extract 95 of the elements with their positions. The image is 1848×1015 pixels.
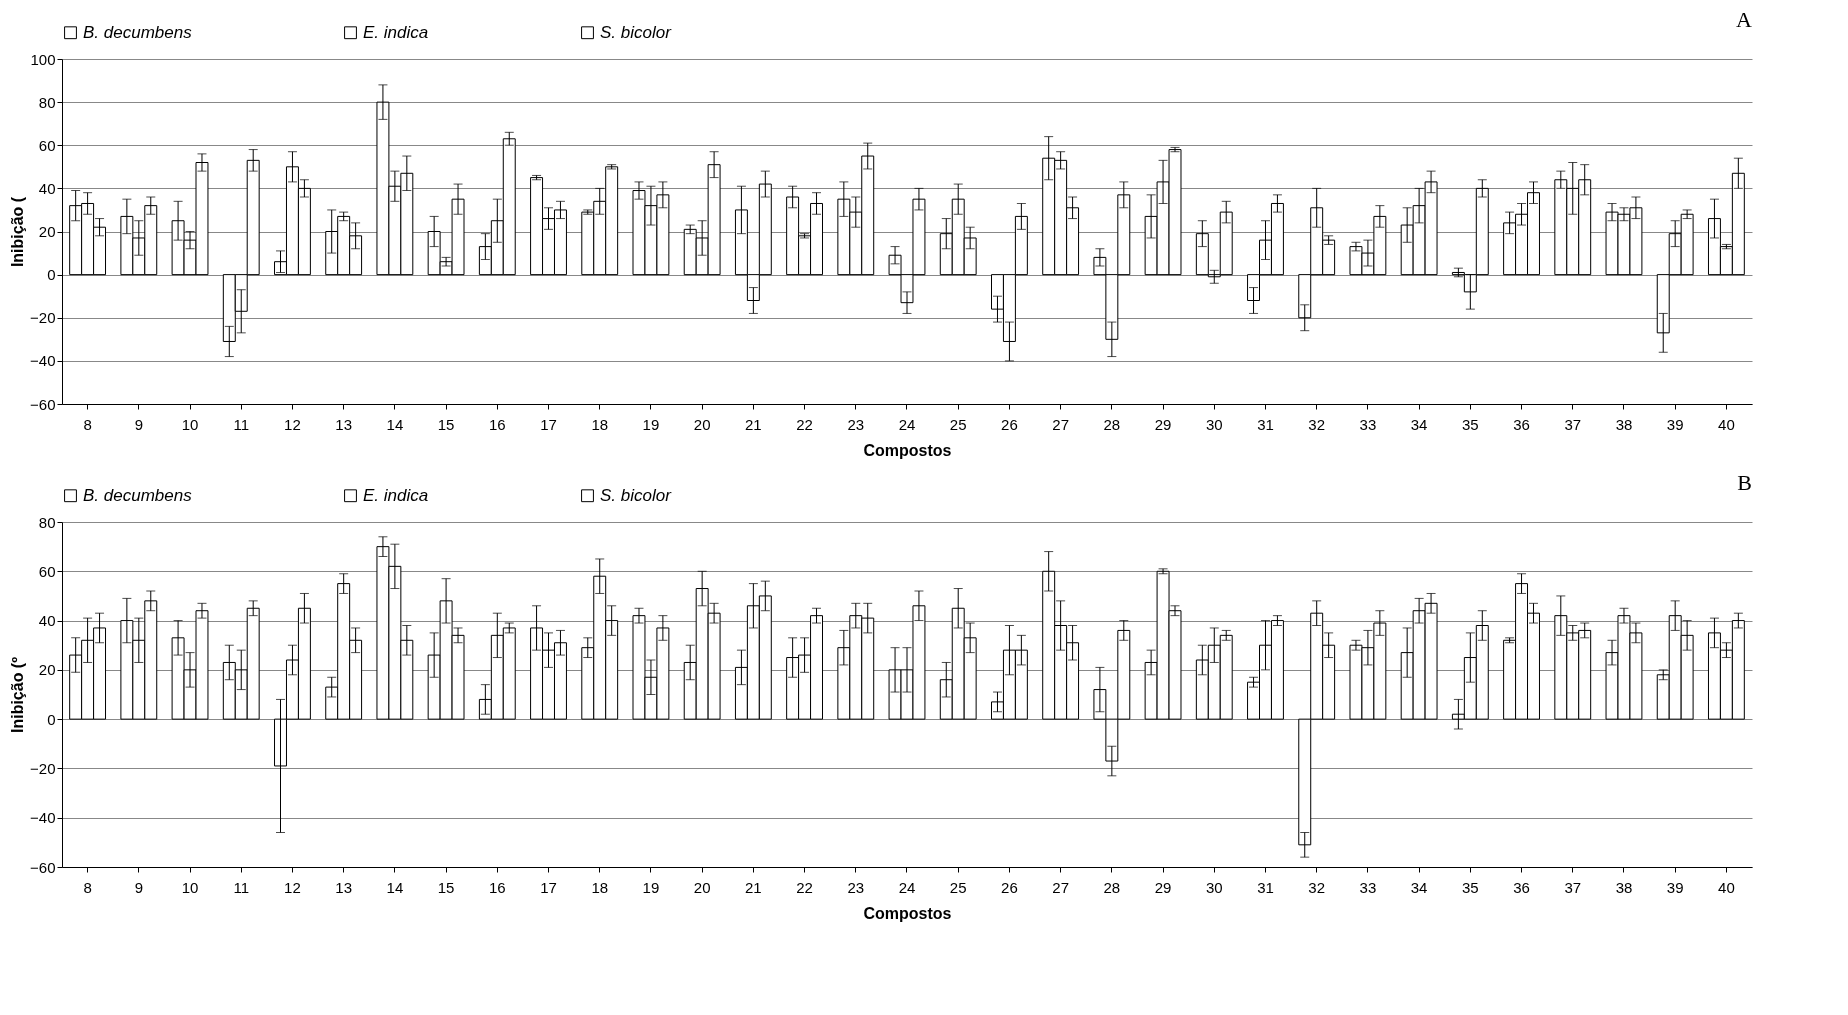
x-tick-label: 18 bbox=[591, 415, 609, 433]
y-tick-label: 0 bbox=[47, 710, 56, 728]
x-tick-label: 31 bbox=[1257, 878, 1274, 896]
x-tick-label: 25 bbox=[949, 415, 967, 433]
y-tick-label: 60 bbox=[38, 562, 56, 580]
x-tick-label: 37 bbox=[1564, 878, 1582, 896]
x-tick-label: 38 bbox=[1615, 415, 1633, 433]
y-tick-label: 20 bbox=[38, 223, 56, 240]
x-tick-label: 8 bbox=[83, 415, 92, 433]
x-tick-label: 36 bbox=[1513, 878, 1530, 896]
y-tick-label: −20 bbox=[30, 759, 56, 777]
x-tick-label: 20 bbox=[693, 415, 711, 433]
x-tick-label: 27 bbox=[1052, 415, 1069, 433]
x-tick-label: 32 bbox=[1308, 415, 1326, 433]
y-tick-label: −60 bbox=[30, 395, 56, 413]
legend-label: E. indica bbox=[363, 485, 429, 505]
y-tick-label: 20 bbox=[38, 661, 56, 679]
legend-label: S. bicolor bbox=[600, 22, 673, 42]
legend-label: B. decumbens bbox=[83, 485, 193, 505]
x-tick-label: 19 bbox=[642, 415, 660, 433]
y-tick-label: −40 bbox=[30, 809, 56, 827]
x-tick-label: 9 bbox=[134, 878, 143, 896]
x-tick-label: 28 bbox=[1103, 878, 1121, 896]
x-tick-label: 34 bbox=[1410, 878, 1428, 896]
y-tick-label: −20 bbox=[30, 309, 56, 327]
y-tick-label: 100 bbox=[30, 50, 56, 68]
x-tick-label: 15 bbox=[437, 878, 455, 896]
x-tick-label: 33 bbox=[1359, 878, 1377, 896]
x-tick-label: 18 bbox=[591, 878, 609, 896]
y-tick-label: 40 bbox=[38, 612, 56, 630]
x-tick-label: 37 bbox=[1564, 415, 1582, 433]
x-tick-label: 23 bbox=[847, 415, 865, 433]
x-tick-label: 29 bbox=[1154, 878, 1172, 896]
x-tick-label: 14 bbox=[386, 415, 404, 433]
x-tick-label: 40 bbox=[1718, 878, 1735, 896]
x-tick-label: 22 bbox=[796, 415, 813, 433]
x-tick-label: 21 bbox=[745, 415, 762, 433]
x-tick-label: 19 bbox=[642, 878, 660, 896]
x-tick-label: 25 bbox=[949, 878, 967, 896]
legend-label: E. indica bbox=[363, 22, 429, 42]
text: B bbox=[1737, 470, 1752, 495]
x-axis-title: Compostos bbox=[863, 441, 952, 459]
x-tick-label: 35 bbox=[1461, 415, 1479, 433]
x-tick-label: 13 bbox=[335, 415, 353, 433]
y-tick-label: 60 bbox=[38, 136, 56, 154]
x-tick-label: 20 bbox=[693, 878, 711, 896]
y-tick-label: 80 bbox=[38, 93, 56, 111]
x-tick-label: 39 bbox=[1666, 415, 1684, 433]
x-tick-label: 8 bbox=[83, 878, 92, 896]
x-tick-label: 22 bbox=[796, 878, 813, 896]
text: A bbox=[1736, 7, 1753, 32]
x-tick-label: 38 bbox=[1615, 878, 1633, 896]
x-tick-label: 33 bbox=[1359, 415, 1377, 433]
x-tick-label: 39 bbox=[1666, 878, 1684, 896]
y-tick-label: 0 bbox=[47, 266, 56, 284]
x-tick-label: 10 bbox=[181, 878, 199, 896]
x-tick-label: 40 bbox=[1718, 415, 1735, 433]
x-tick-label: 16 bbox=[488, 415, 506, 433]
y-tick-label: −40 bbox=[30, 352, 56, 370]
legend-label: S. bicolor bbox=[600, 485, 673, 505]
x-tick-label: 29 bbox=[1154, 415, 1172, 433]
x-tick-label: 16 bbox=[488, 878, 506, 896]
x-tick-label: 9 bbox=[134, 415, 143, 433]
x-tick-label: 35 bbox=[1461, 878, 1479, 896]
x-tick-label: 15 bbox=[437, 415, 455, 433]
x-tick-label: 12 bbox=[284, 415, 301, 433]
x-tick-label: 21 bbox=[745, 878, 762, 896]
x-tick-label: 26 bbox=[1001, 878, 1018, 896]
x-axis-title: Compostos bbox=[863, 904, 952, 922]
x-tick-label: 27 bbox=[1052, 878, 1069, 896]
x-tick-label: 13 bbox=[335, 878, 353, 896]
x-tick-label: 17 bbox=[540, 878, 557, 896]
x-tick-label: 28 bbox=[1103, 415, 1121, 433]
x-tick-label: 24 bbox=[898, 878, 916, 896]
x-tick-label: 12 bbox=[284, 878, 301, 896]
x-tick-label: 11 bbox=[233, 878, 250, 896]
x-tick-label: 10 bbox=[181, 415, 199, 433]
x-tick-label: 17 bbox=[540, 415, 557, 433]
x-tick-label: 34 bbox=[1410, 415, 1428, 433]
x-tick-label: 30 bbox=[1205, 415, 1223, 433]
x-tick-label: 14 bbox=[386, 878, 404, 896]
y-tick-label: 40 bbox=[38, 179, 56, 197]
legend-label: B. decumbens bbox=[83, 22, 193, 42]
x-tick-label: 11 bbox=[233, 415, 250, 433]
y-tick-label: −60 bbox=[30, 858, 56, 876]
y-axis-title: Inibição (º bbox=[9, 656, 27, 734]
x-tick-label: 30 bbox=[1205, 878, 1223, 896]
y-tick-label: 80 bbox=[38, 513, 56, 531]
y-axis-title: Inibição ( bbox=[9, 196, 27, 268]
x-tick-label: 31 bbox=[1257, 415, 1274, 433]
x-tick-label: 32 bbox=[1308, 878, 1326, 896]
x-tick-label: 36 bbox=[1513, 415, 1530, 433]
x-tick-label: 26 bbox=[1001, 415, 1018, 433]
x-tick-label: 23 bbox=[847, 878, 865, 896]
x-tick-label: 24 bbox=[898, 415, 916, 433]
